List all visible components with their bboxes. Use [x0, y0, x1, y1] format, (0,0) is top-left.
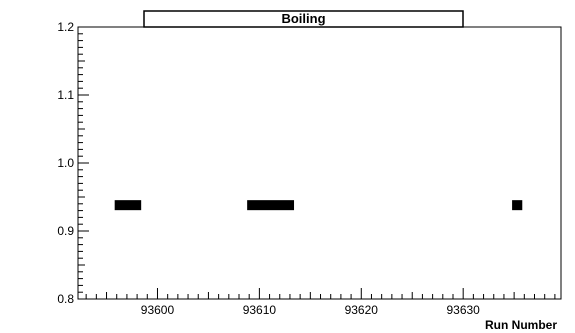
y-tick-label: 0.9: [57, 224, 74, 238]
y-tick-label: 1.0: [57, 156, 74, 170]
plot-frame: [77, 26, 562, 300]
data-segment: [247, 200, 295, 211]
x-axis-title: Run Number: [485, 318, 557, 332]
x-tick-label: 93630: [446, 303, 480, 317]
x-tick-label: 93600: [141, 303, 175, 317]
data-segment: [114, 200, 142, 211]
y-tick-label: 1.1: [57, 88, 74, 102]
y-tick-label: 0.8: [57, 292, 74, 306]
x-tick-label: 93620: [345, 303, 379, 317]
y-axis: 0.8 0.9 1.0 1.1 1.2: [57, 20, 89, 306]
y-tick-label: 1.2: [57, 20, 74, 34]
chart-title: Boiling: [281, 11, 325, 26]
x-axis: 93600 93610 93620 93630: [85, 288, 556, 317]
data-series: [114, 200, 523, 211]
data-segment: [512, 200, 523, 211]
title-frame: [143, 10, 464, 28]
x-tick-label: 93610: [243, 303, 277, 317]
title-box: Boiling: [143, 10, 464, 28]
